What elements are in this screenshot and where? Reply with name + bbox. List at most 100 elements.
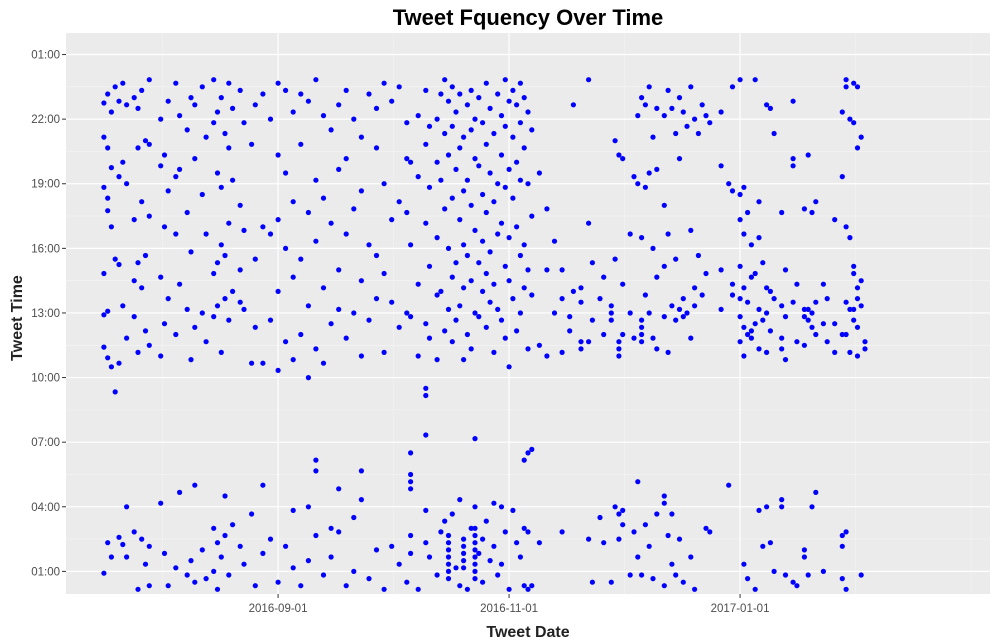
data-point bbox=[661, 314, 667, 320]
data-point bbox=[472, 227, 478, 233]
data-point bbox=[650, 576, 656, 582]
data-point bbox=[472, 568, 478, 575]
data-point bbox=[661, 202, 667, 208]
data-point bbox=[165, 188, 171, 194]
data-point bbox=[748, 274, 755, 280]
data-point bbox=[449, 511, 455, 517]
data-point bbox=[336, 166, 342, 172]
data-point bbox=[646, 543, 652, 549]
data-point bbox=[536, 342, 543, 348]
y-tick-label: 16:00 bbox=[31, 243, 60, 255]
data-point bbox=[559, 529, 565, 535]
y-tick-label: 19:00 bbox=[31, 179, 60, 191]
data-point bbox=[146, 583, 152, 589]
data-point bbox=[218, 184, 224, 190]
data-point bbox=[142, 561, 149, 567]
data-point bbox=[237, 543, 243, 549]
data-point bbox=[120, 159, 126, 165]
data-point bbox=[161, 152, 168, 158]
data-point bbox=[521, 95, 527, 101]
data-point bbox=[457, 91, 463, 97]
data-point bbox=[578, 285, 584, 291]
data-point bbox=[718, 163, 724, 169]
data-point bbox=[173, 331, 179, 338]
data-point bbox=[483, 324, 489, 330]
data-point bbox=[495, 231, 501, 237]
data-point bbox=[453, 565, 459, 571]
data-point bbox=[408, 450, 414, 456]
data-point bbox=[461, 285, 467, 291]
data-point bbox=[108, 364, 114, 370]
data-point bbox=[218, 242, 224, 248]
data-point bbox=[389, 217, 395, 223]
data-point bbox=[108, 554, 114, 560]
data-point bbox=[423, 220, 429, 226]
data-point bbox=[654, 166, 660, 172]
data-point bbox=[320, 195, 327, 201]
data-point bbox=[305, 209, 311, 216]
data-point bbox=[146, 77, 152, 83]
data-point bbox=[779, 335, 785, 341]
data-point bbox=[290, 357, 296, 363]
data-point bbox=[782, 572, 789, 578]
data-point bbox=[684, 123, 690, 129]
data-point bbox=[146, 543, 152, 549]
data-point bbox=[695, 252, 702, 259]
data-point bbox=[283, 87, 289, 93]
data-point bbox=[457, 217, 463, 223]
data-point bbox=[461, 242, 467, 248]
data-point bbox=[124, 504, 130, 510]
data-point bbox=[851, 306, 857, 312]
data-point bbox=[517, 120, 524, 126]
data-point bbox=[642, 102, 649, 108]
data-point bbox=[851, 317, 857, 323]
data-point bbox=[101, 184, 107, 190]
data-point bbox=[358, 188, 364, 194]
data-point bbox=[737, 339, 743, 345]
data-point bbox=[105, 91, 111, 97]
data-point bbox=[692, 116, 698, 122]
data-point bbox=[218, 554, 224, 560]
data-point bbox=[423, 540, 429, 546]
data-point bbox=[290, 199, 296, 205]
data-point bbox=[529, 213, 535, 219]
data-point bbox=[586, 339, 592, 345]
data-point bbox=[498, 113, 505, 119]
data-point bbox=[158, 116, 164, 122]
data-point bbox=[184, 127, 190, 133]
data-point bbox=[226, 145, 232, 151]
data-point bbox=[688, 335, 694, 341]
data-point bbox=[506, 166, 512, 172]
data-point bbox=[631, 529, 637, 535]
data-point bbox=[771, 296, 777, 302]
x-tick-label: 2016-11-01 bbox=[480, 603, 538, 615]
data-point bbox=[521, 525, 527, 531]
data-point bbox=[476, 260, 482, 266]
data-point bbox=[752, 586, 758, 592]
data-point bbox=[688, 554, 694, 560]
data-point bbox=[847, 116, 853, 122]
data-point bbox=[764, 310, 770, 316]
data-point bbox=[120, 303, 126, 309]
data-point bbox=[188, 357, 194, 363]
data-point bbox=[839, 543, 845, 549]
data-point bbox=[529, 446, 535, 452]
data-point bbox=[813, 299, 819, 305]
data-point bbox=[506, 364, 512, 370]
data-point bbox=[480, 120, 486, 126]
data-point bbox=[589, 260, 596, 266]
data-point bbox=[468, 346, 474, 352]
data-point bbox=[597, 296, 603, 302]
data-point bbox=[373, 105, 380, 111]
y-tick-label: 04:00 bbox=[31, 502, 60, 514]
data-point bbox=[177, 166, 183, 172]
data-point bbox=[752, 77, 758, 83]
data-point bbox=[854, 296, 861, 302]
data-point bbox=[464, 586, 470, 592]
data-point bbox=[847, 349, 853, 355]
data-point bbox=[669, 561, 675, 567]
data-point bbox=[230, 105, 236, 111]
data-point bbox=[237, 299, 243, 305]
data-point bbox=[616, 536, 622, 542]
data-point bbox=[381, 181, 387, 187]
